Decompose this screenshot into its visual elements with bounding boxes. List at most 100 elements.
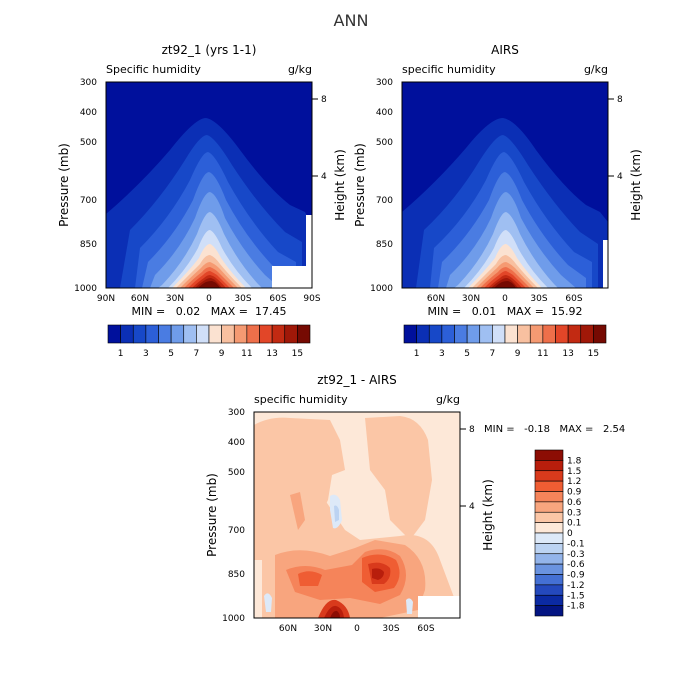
colorbar-label: -0.6 [567,560,585,570]
y-axis-label: Pressure (mb) [353,143,367,227]
colorbar-label: 1.5 [567,467,581,477]
colorbar: 1.81.51.20.90.60.30.10-0.1-0.3-0.6-0.9-1… [534,449,585,617]
panel-observed: AIRS specific humidity g/kg 300 400 [353,43,643,359]
figure-title: ANN [334,11,369,30]
y-axis-label: Pressure (mb) [205,473,219,557]
colorbar-label: 7 [490,349,496,359]
x-tick-label: 30N [314,624,332,634]
colorbar-swatch [567,324,582,344]
y-tick-label: 300 [80,78,97,88]
contour-band [198,281,220,288]
colorbar-label: 0.6 [567,498,582,508]
colorbar-label: 0 [567,529,573,539]
x-tick-label: 0 [502,294,508,304]
stats-label: MIN = 0.01 MAX = 15.92 [428,305,583,318]
colorbar-swatch [221,324,235,344]
panel-title: zt92_1 - AIRS [317,373,397,387]
colorbar-swatch [555,324,569,344]
colorbar-label: 5 [168,349,174,359]
x-axis: 60N 30N 0 30S 60S [279,624,435,634]
colorbar-swatch [492,324,506,344]
colorbar-swatch [233,324,248,344]
colorbar-swatch [246,324,260,344]
colorbar-swatch [403,324,417,344]
y-tick-label: 1000 [370,284,393,294]
colorbar-swatch [534,480,564,492]
y-tick-label: 500 [376,138,393,148]
stats-label: MIN = -0.18 MAX = 2.54 [484,424,625,435]
variable-label: specific humidity [402,63,496,76]
height-tick-label: 8 [469,425,475,435]
y-tick-label: 500 [228,468,245,478]
variable-label: Specific humidity [106,63,201,76]
colorbar-swatch [534,491,564,503]
x-tick-label: 0 [206,294,212,304]
panel-title: AIRS [491,43,519,57]
height-tick-label: 4 [321,172,327,182]
x-tick-label: 60S [417,624,434,634]
y-axis: 300 400 500 700 850 1000 [74,78,97,294]
colorbar-swatch [534,511,564,523]
y-tick-label: 1000 [222,614,245,624]
colorbar-swatch [580,324,594,344]
x-tick-label: 30S [234,294,251,304]
colorbar-swatch [504,324,518,344]
y-axis-right: 8 4 [608,95,623,182]
colorbar-swatch [428,324,443,344]
x-tick-label: 60S [565,294,582,304]
y-axis-label: Pressure (mb) [57,143,71,227]
colorbar-label: -1.5 [567,591,585,601]
colorbar-label: 15 [588,349,599,359]
stats-label: MIN = 0.02 MAX = 17.45 [132,305,287,318]
y-tick-label: 850 [376,240,393,250]
colorbar-swatch [534,574,564,586]
x-tick-label: 60S [269,294,286,304]
colorbar-swatch [183,324,197,344]
missing-data [603,240,608,288]
colorbar: 1 3 5 7 9 11 13 15 [107,324,311,359]
units-label: g/kg [436,393,460,406]
colorbar-label: 0.1 [567,519,581,529]
colorbar-swatch [534,584,564,596]
y-tick-label: 400 [376,108,393,118]
plot-frame [105,81,313,289]
panel-title: zt92_1 (yrs 1-1) [162,43,257,57]
y-axis: 300 400 500 700 850 1000 [370,78,393,294]
colorbar-swatch [259,324,273,344]
contour-band [330,610,340,618]
y-tick-label: 850 [80,240,97,250]
y-tick-label: 1000 [74,284,97,294]
colorbar-swatch [534,563,564,575]
contour-band [334,505,339,522]
colorbar-swatch [158,324,172,344]
colorbar-label: 7 [194,349,200,359]
colorbar-label: 9 [515,349,521,359]
colorbar-label: 1.8 [567,456,582,466]
colorbar-swatch [534,522,564,534]
colorbar-swatch [534,470,564,482]
colorbar-swatch [542,324,556,344]
colorbar-swatch [208,324,222,344]
y-axis: 300 400 500 700 850 1000 [222,408,245,624]
colorbar-swatch [132,324,147,344]
colorbar-label: -0.1 [567,539,585,549]
colorbar-swatch [284,324,298,344]
colorbar-swatch [534,501,564,513]
colorbar-swatch [454,324,468,344]
colorbar-swatch [517,324,531,344]
height-tick-label: 8 [321,95,327,105]
y-axis-right: 8 4 [312,95,327,182]
colorbar-swatch [534,543,564,555]
y-tick-label: 700 [80,196,97,206]
colorbar-swatch [534,460,564,472]
y-tick-label: 400 [80,108,97,118]
colorbar-label: 0.9 [567,488,582,498]
colorbar-swatch [479,324,493,344]
plot-frame [401,81,609,289]
x-tick-label: 30N [166,294,184,304]
colorbar-label: 0.3 [567,508,581,518]
panel-model: zt92_1 (yrs 1-1) Specific humidity g/kg [57,43,347,359]
y-tick-label: 700 [376,196,393,206]
colorbar-swatch [534,553,564,565]
colorbar-label: 13 [562,349,573,359]
